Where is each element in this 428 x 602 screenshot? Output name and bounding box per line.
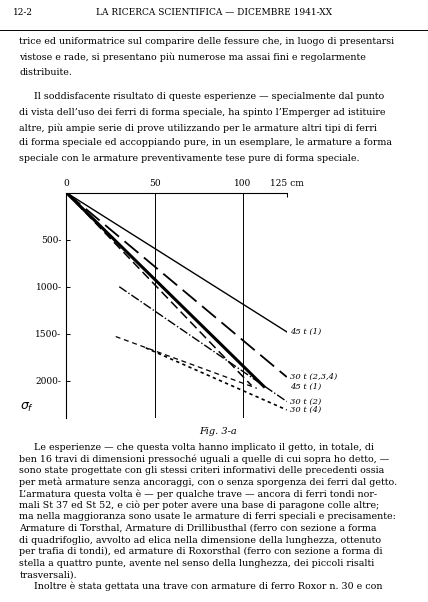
Text: L’armatura questa volta è — per qualche trave — ancora di ferri tondi nor-: L’armatura questa volta è — per qualche … xyxy=(19,489,377,498)
Text: mali St 37 ed St 52, e ciò per poter avere una base di paragone colle altre;: mali St 37 ed St 52, e ciò per poter ave… xyxy=(19,501,380,510)
Text: LA RICERCA SCIENTIFICA — DICEMBRE 1941-XX: LA RICERCA SCIENTIFICA — DICEMBRE 1941-X… xyxy=(96,8,332,17)
Text: speciale con le armature preventivamente tese pure di forma speciale.: speciale con le armature preventivamente… xyxy=(19,154,360,163)
Text: 30 t (4): 30 t (4) xyxy=(290,406,321,414)
Text: di forma speciale ed accoppiando pure, in un esemplare, le armature a forma: di forma speciale ed accoppiando pure, i… xyxy=(19,138,392,147)
Text: 45 t (1): 45 t (1) xyxy=(290,328,321,336)
Text: sono state progettate con gli stessi criteri informativi delle precedenti ossia: sono state progettate con gli stessi cri… xyxy=(19,466,384,475)
Text: di vista dell’uso dei ferri di forma speciale, ha spinto l’Emperger ad istituire: di vista dell’uso dei ferri di forma spe… xyxy=(19,108,386,117)
Text: 12-2: 12-2 xyxy=(13,8,33,17)
Text: altre, più ampie serie di prove utilizzando per le armature altri tipi di ferri: altre, più ampie serie di prove utilizza… xyxy=(19,123,377,132)
Text: 30 t (2,3,4): 30 t (2,3,4) xyxy=(290,373,338,381)
Text: $\sigma_f$: $\sigma_f$ xyxy=(21,400,35,414)
Text: Armature di Torsthal, Armature di Drillibusthal (ferro con sezione a forma: Armature di Torsthal, Armature di Drilli… xyxy=(19,524,377,533)
Text: Fig. 3-a: Fig. 3-a xyxy=(199,427,237,435)
Text: Inoltre è stata gettata una trave con armature di ferro Roxor n. 30 e con: Inoltre è stata gettata una trave con ar… xyxy=(19,582,383,591)
Text: ben 16 travi di dimensioni pressoché uguali a quelle di cui sopra ho detto, —: ben 16 travi di dimensioni pressoché ugu… xyxy=(19,455,389,464)
Text: Il soddisfacente risultato di queste esperienze — specialmente dal punto: Il soddisfacente risultato di queste esp… xyxy=(19,92,384,101)
Text: vistose e rade, si presentano più numerose ma assai fini e regolarmente: vistose e rade, si presentano più numero… xyxy=(19,52,366,62)
Text: di quadrifoglio, avvolto ad elica nella dimensione della lunghezza, ottenuto: di quadrifoglio, avvolto ad elica nella … xyxy=(19,536,381,545)
Text: ma nella maggioranza sono usate le armature di ferri speciali e precisamente:: ma nella maggioranza sono usate le armat… xyxy=(19,512,396,521)
Text: 30 t (2): 30 t (2) xyxy=(290,397,321,406)
Text: 45 t (1): 45 t (1) xyxy=(290,382,321,391)
Text: trice ed uniformatrice sul comparire delle fessure che, in luogo di presentarsi: trice ed uniformatrice sul comparire del… xyxy=(19,37,394,46)
Text: per trafia di tondi), ed armature di Roxorsthal (ferro con sezione a forma di: per trafia di tondi), ed armature di Rox… xyxy=(19,547,383,556)
Text: Le esperienze — che questa volta hanno implicato il getto, in totale, di: Le esperienze — che questa volta hanno i… xyxy=(19,443,374,452)
Text: per metà armature senza ancoraggi, con o senza sporgenza dei ferri dal getto.: per metà armature senza ancoraggi, con o… xyxy=(19,477,397,488)
Text: stella a quattro punte, avente nel senso della lunghezza, dei piccoli risalti: stella a quattro punte, avente nel senso… xyxy=(19,559,374,568)
Text: trasversali).: trasversali). xyxy=(19,570,77,579)
Text: distribuite.: distribuite. xyxy=(19,68,72,77)
